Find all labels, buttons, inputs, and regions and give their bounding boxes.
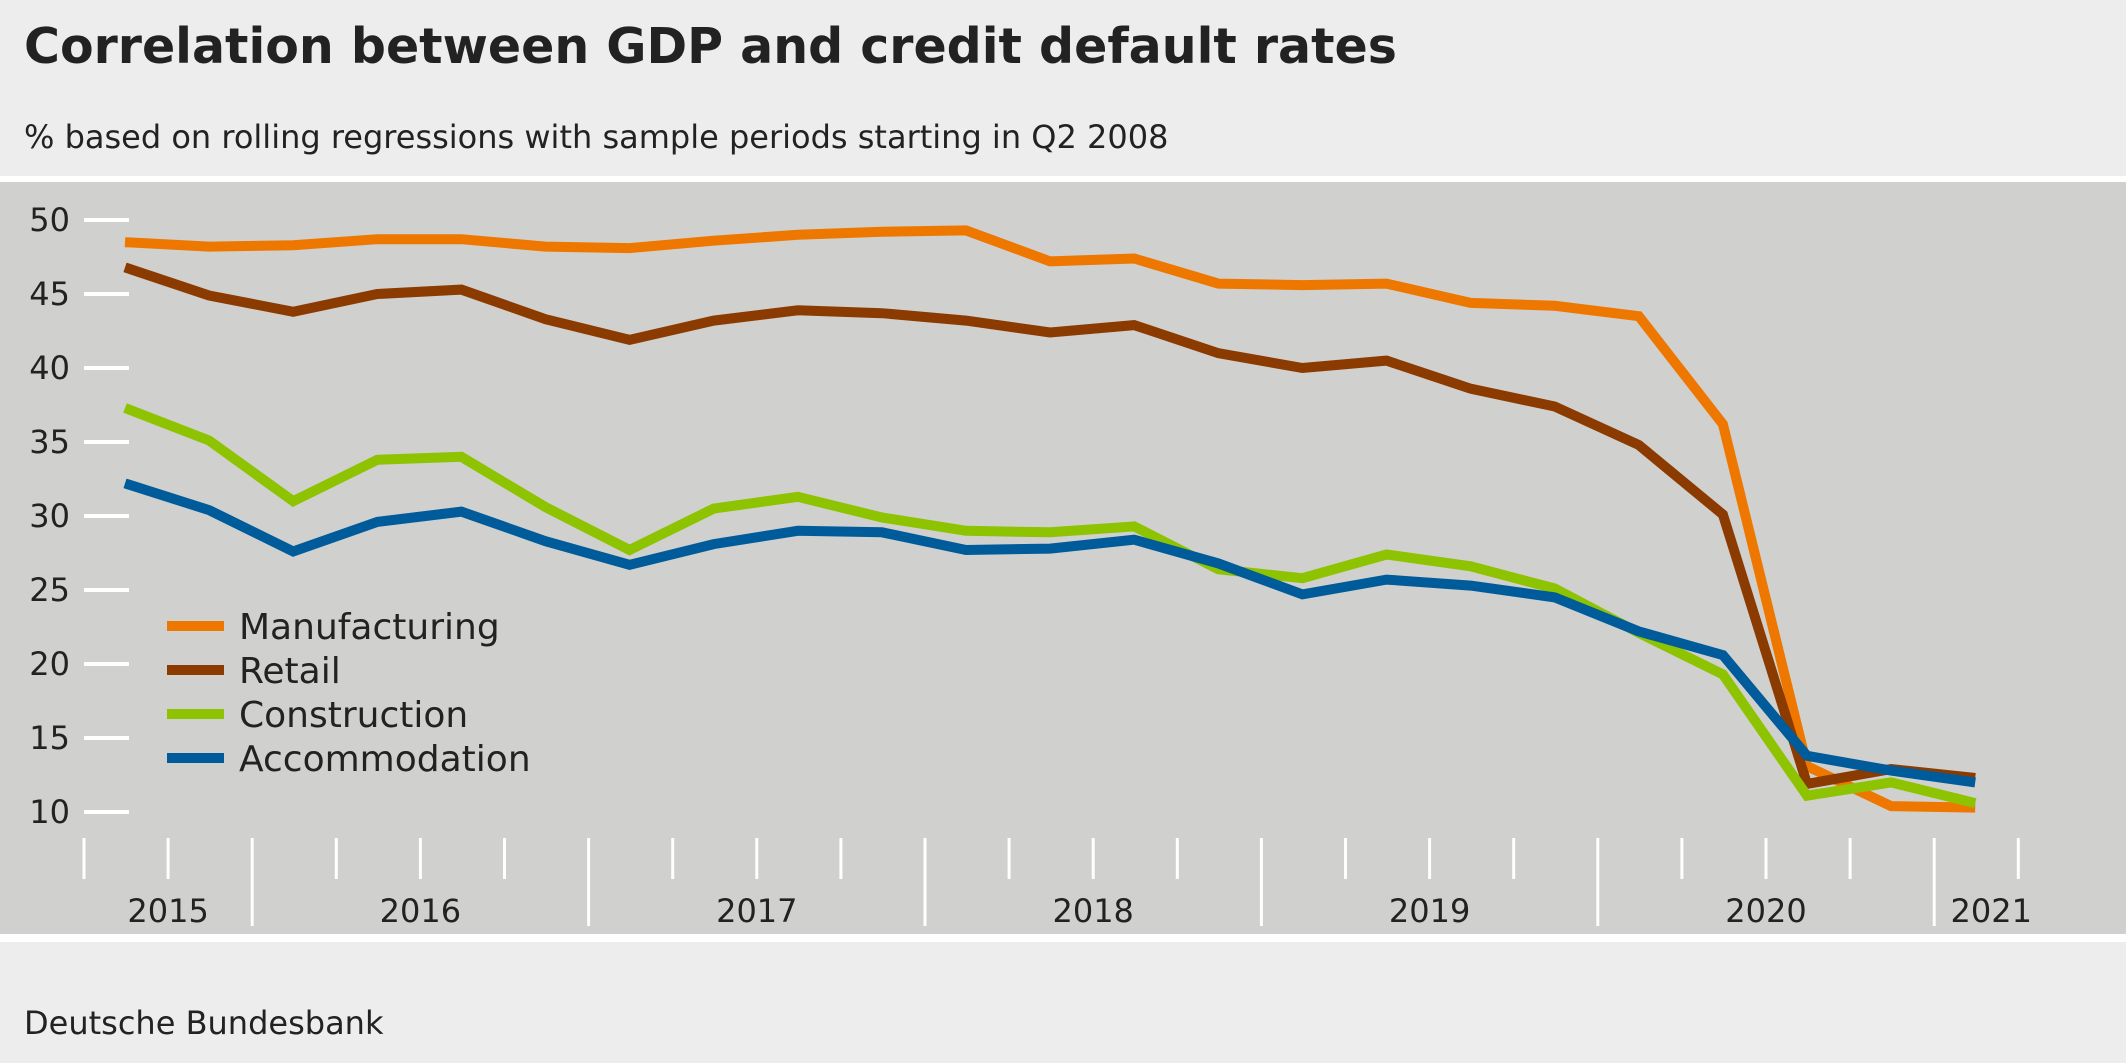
y-tick-label: 10 xyxy=(29,793,70,831)
y-tick-label: 40 xyxy=(29,349,70,387)
legend-label: Retail xyxy=(239,651,341,692)
y-tick-label: 25 xyxy=(29,571,70,609)
y-tick-label: 45 xyxy=(29,275,70,313)
y-tick-label: 35 xyxy=(29,423,70,461)
x-tick-label: 2016 xyxy=(380,892,461,930)
y-tick-label: 30 xyxy=(29,497,70,535)
y-tick-label: 50 xyxy=(29,201,70,239)
y-tick-label: 20 xyxy=(29,645,70,683)
chart-subtitle: % based on rolling regressions with samp… xyxy=(24,118,1169,156)
series-lines xyxy=(123,225,1977,813)
x-tick-label: 2021 xyxy=(1951,892,2032,930)
x-tick-label: 2020 xyxy=(1725,892,1806,930)
legend-label: Accommodation xyxy=(239,739,531,780)
legend-label: Construction xyxy=(239,695,468,736)
x-tick-label: 2018 xyxy=(1052,892,1133,930)
series-line-accommodation xyxy=(123,478,1976,788)
x-axis: 2015 2016 2017 2018 2019 2020 2021 xyxy=(82,838,2032,930)
legend: ManufacturingRetailConstructionAccommoda… xyxy=(167,607,531,780)
y-tick-label: 15 xyxy=(29,719,70,757)
series-line-manufacturing xyxy=(124,225,1976,813)
series-line-retail xyxy=(123,262,1976,790)
x-tick-label: 2019 xyxy=(1389,892,1470,930)
source-note: Deutsche Bundesbank xyxy=(24,1004,384,1042)
y-axis: 10 15 20 25 30 35 40 45 50 xyxy=(29,201,129,831)
series-line-construction xyxy=(123,403,1977,808)
legend-label: Manufacturing xyxy=(239,607,500,648)
x-tick-label: 2017 xyxy=(716,892,797,930)
chart-title: Correlation between GDP and credit defau… xyxy=(24,18,1397,75)
x-tick-label: 2015 xyxy=(127,892,208,930)
